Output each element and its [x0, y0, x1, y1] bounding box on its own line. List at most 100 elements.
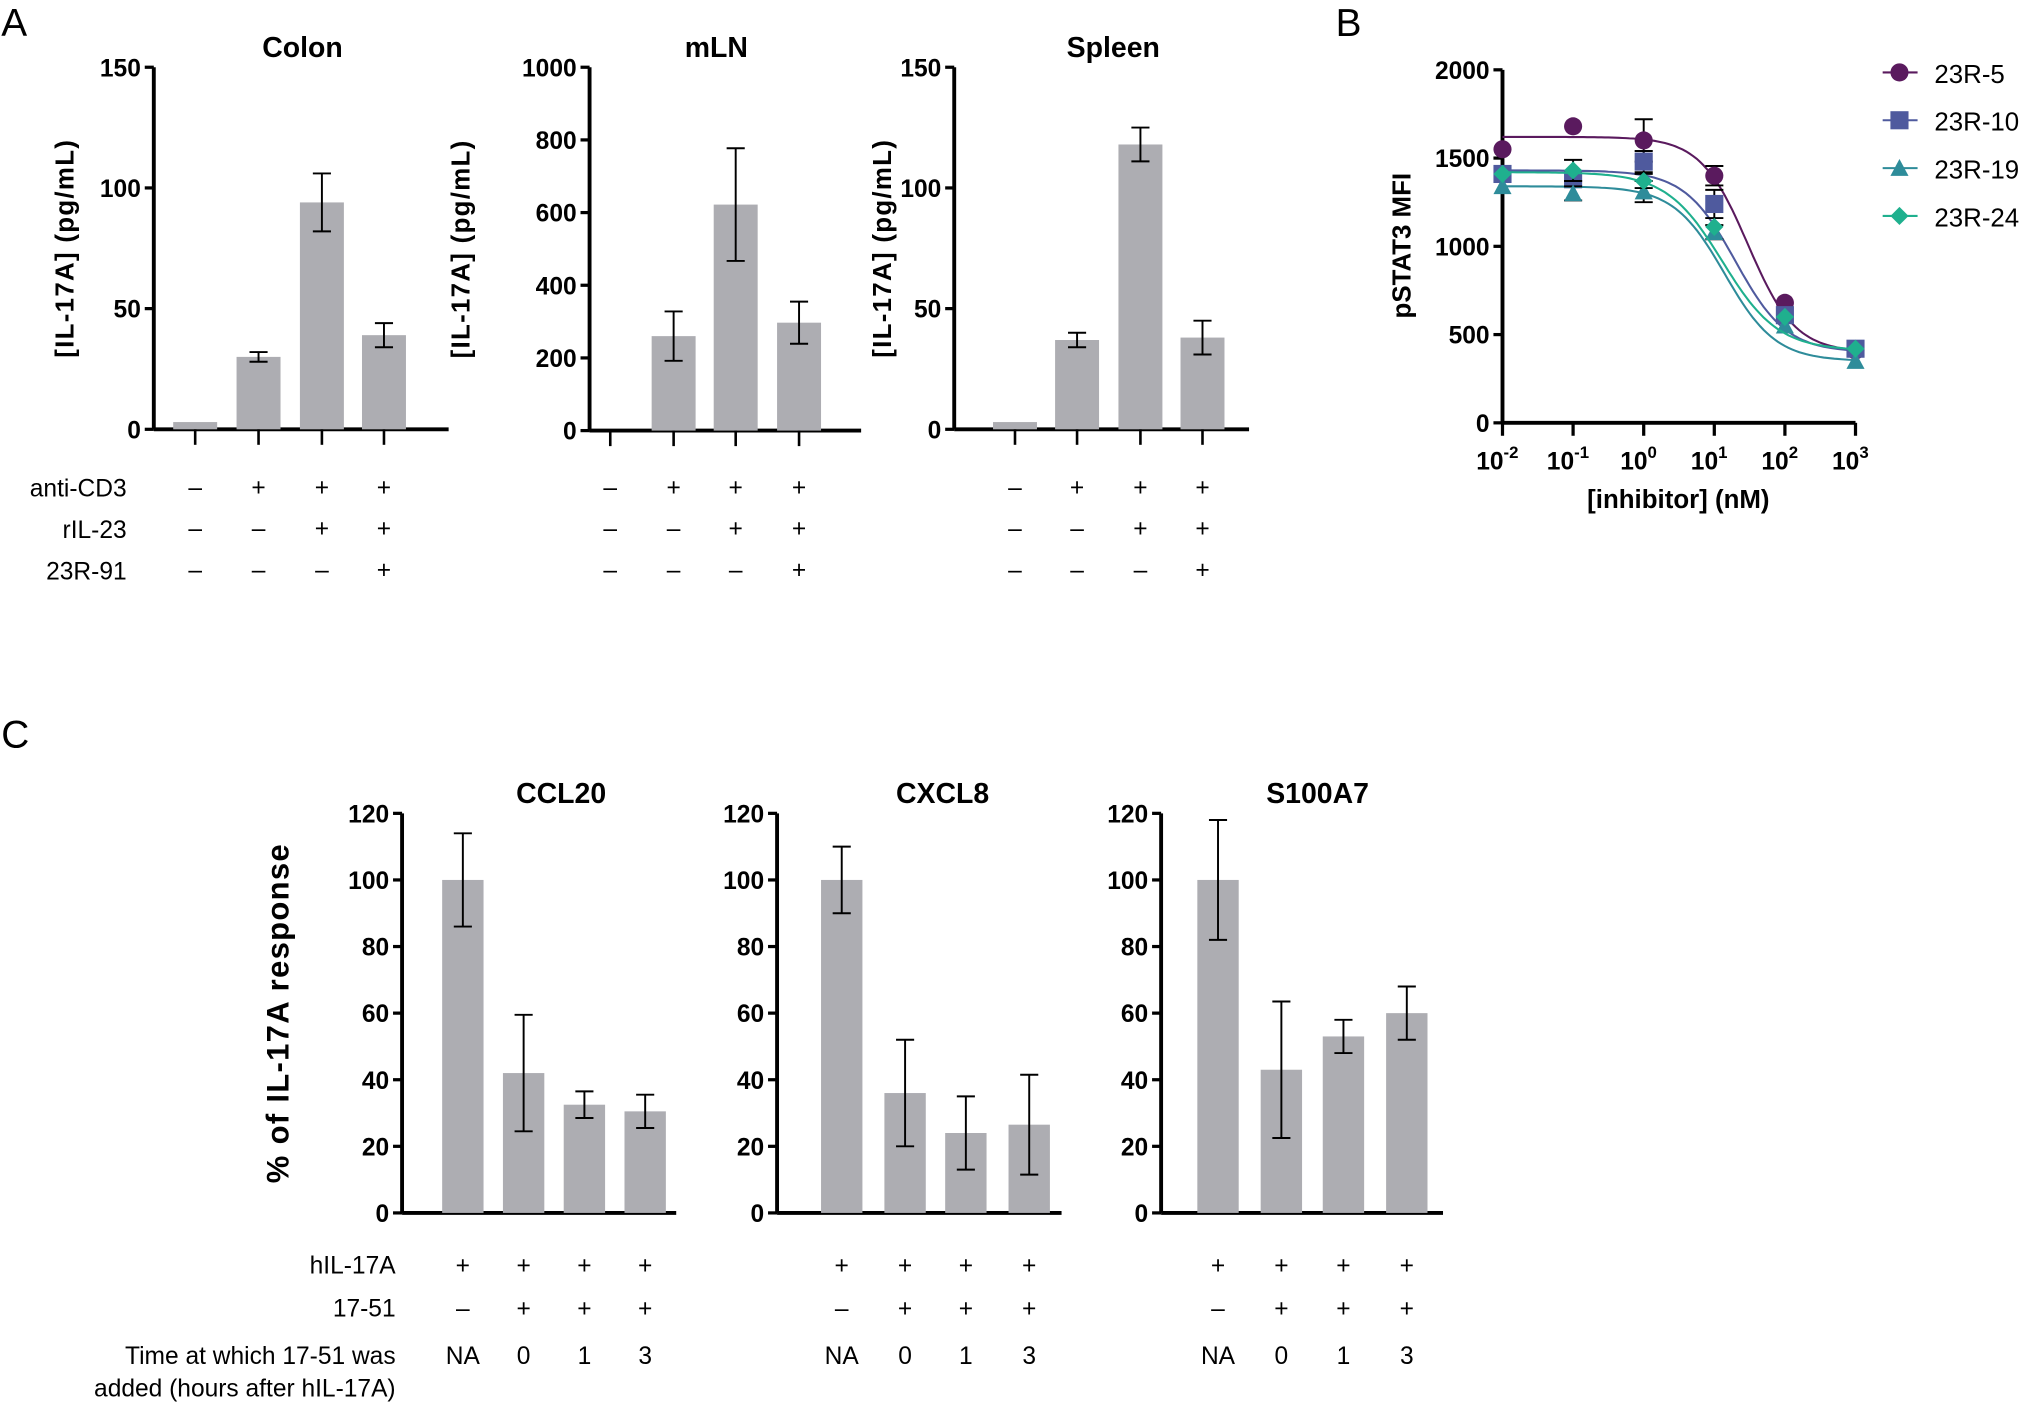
x-tick-label: 101 — [1691, 443, 1728, 476]
condition-mark: – — [188, 557, 202, 584]
condition-mark: + — [315, 474, 329, 501]
condition-mark: + — [377, 557, 391, 584]
condition-mark: NA — [825, 1343, 860, 1370]
legend-label: 23R-10 — [1934, 109, 2019, 137]
condition-label: 23R-91 — [46, 558, 127, 585]
bar — [361, 335, 406, 430]
condition-mark: – — [252, 557, 266, 584]
condition-mark: + — [1070, 474, 1084, 501]
y-tick-label: 20 — [362, 1134, 389, 1161]
marker-diamond — [1775, 307, 1794, 326]
chart-title: Colon — [262, 32, 343, 64]
y-tick-label: 0 — [127, 417, 141, 444]
condition-mark: + — [1336, 1295, 1350, 1322]
condition-mark: – — [315, 557, 329, 584]
condition-mark: + — [898, 1253, 912, 1280]
legend-item: 23R-5 — [1882, 61, 2005, 89]
condition-mark: + — [1400, 1295, 1414, 1322]
marker-circle — [1705, 166, 1724, 185]
chart-title: CCL20 — [516, 778, 606, 810]
x-tick-label: 100 — [1620, 443, 1657, 476]
condition-mark: + — [1274, 1295, 1288, 1322]
condition-mark: + — [959, 1253, 973, 1280]
y-tick-label: 50 — [914, 297, 941, 324]
x-axis-label: [inhibitor] (nM) — [1587, 486, 1769, 514]
marker-circle — [1634, 131, 1653, 150]
condition-mark: 3 — [1400, 1343, 1414, 1370]
condition-mark: + — [251, 474, 265, 501]
condition-mark: + — [516, 1253, 530, 1280]
y-tick-label: 40 — [737, 1068, 764, 1095]
y-tick-label: 40 — [1121, 1068, 1148, 1095]
y-tick-label: 100 — [348, 868, 389, 895]
condition-mark: + — [577, 1253, 591, 1280]
y-tick-label: 2000 — [1435, 58, 1490, 85]
condition-label: Time at which 17-51 was — [125, 1343, 396, 1370]
bar-chart-mln: mLN 0 200 400 600 800 1000 [IL-17A] (pg/mL) – + + +… — [447, 32, 862, 584]
bar-chart-s100a7: S100A7 0 20 40 60 80 100 120 + + + + – + + + NA 0 1 3 — [1107, 778, 1444, 1370]
y-tick-label: 500 — [1449, 323, 1490, 350]
chart-title: mLN — [685, 32, 748, 64]
y-tick-label: 50 — [114, 297, 141, 324]
chart-title: Spleen — [1067, 32, 1160, 64]
condition-mark: + — [1195, 474, 1209, 501]
condition-mark: + — [516, 1295, 530, 1322]
series-23r-10 — [1493, 150, 1865, 358]
y-axis-label: pSTAT3 MFI — [1389, 173, 1417, 319]
y-tick-label: 0 — [563, 419, 577, 446]
condition-mark: – — [603, 474, 617, 501]
condition-label: rIL-23 — [63, 517, 127, 544]
condition-mark: – — [667, 516, 681, 543]
condition-mark: – — [1008, 516, 1022, 543]
condition-mark: + — [1022, 1253, 1036, 1280]
condition-mark: – — [1008, 557, 1022, 584]
marker-diamond — [1846, 339, 1865, 358]
condition-mark: + — [1195, 557, 1209, 584]
bar — [442, 879, 484, 1213]
condition-mark: – — [188, 516, 202, 543]
y-tick-label: 120 — [348, 801, 389, 828]
legend-item: 23R-24 — [1882, 204, 2019, 232]
y-tick-label: 400 — [536, 273, 577, 300]
marker-triangle — [1890, 159, 1909, 176]
condition-mark: + — [1211, 1253, 1225, 1280]
condition-mark: + — [1133, 516, 1147, 543]
y-tick-label: 1000 — [522, 55, 577, 82]
condition-mark: + — [1133, 474, 1147, 501]
condition-label-cont: added (hours after hIL-17A) — [94, 1376, 396, 1403]
condition-mark: 3 — [638, 1343, 652, 1370]
series-23r-24 — [1493, 158, 1865, 358]
legend-label: 23R-19 — [1934, 156, 2019, 184]
condition-label: 17-51 — [333, 1295, 396, 1322]
condition-label: hIL-17A — [310, 1253, 397, 1280]
condition-mark: + — [1400, 1253, 1414, 1280]
y-tick-label: 0 — [1135, 1201, 1149, 1228]
x-tick-label: 102 — [1761, 443, 1798, 476]
marker-triangle — [1846, 352, 1865, 369]
condition-mark: + — [1336, 1253, 1350, 1280]
condition-mark: – — [1070, 557, 1084, 584]
bar — [1055, 339, 1100, 430]
fit-curve — [1502, 171, 1856, 351]
y-axis-label: % of IL-17A response — [260, 843, 295, 1183]
condition-label: anti-CD3 — [30, 476, 127, 503]
condition-mark: – — [252, 516, 266, 543]
y-tick-label: 150 — [900, 55, 941, 82]
condition-mark: + — [792, 516, 806, 543]
y-axis-label: [IL-17A] (pg/mL) — [869, 139, 897, 358]
fit-curve — [1502, 135, 1856, 352]
condition-mark: 1 — [1337, 1343, 1351, 1370]
condition-mark: + — [1195, 516, 1209, 543]
condition-mark: – — [188, 474, 202, 501]
condition-mark: + — [456, 1253, 470, 1280]
bar — [563, 1104, 606, 1213]
condition-mark: + — [377, 516, 391, 543]
y-tick-label: 20 — [737, 1134, 764, 1161]
y-tick-label: 0 — [750, 1201, 764, 1228]
y-tick-label: 80 — [362, 935, 389, 962]
y-tick-label: 0 — [375, 1201, 389, 1228]
fit-curve — [1502, 169, 1856, 352]
bar — [1386, 1013, 1428, 1213]
panel-label-b: B — [1336, 2, 1362, 45]
chart-title: S100A7 — [1266, 778, 1369, 810]
